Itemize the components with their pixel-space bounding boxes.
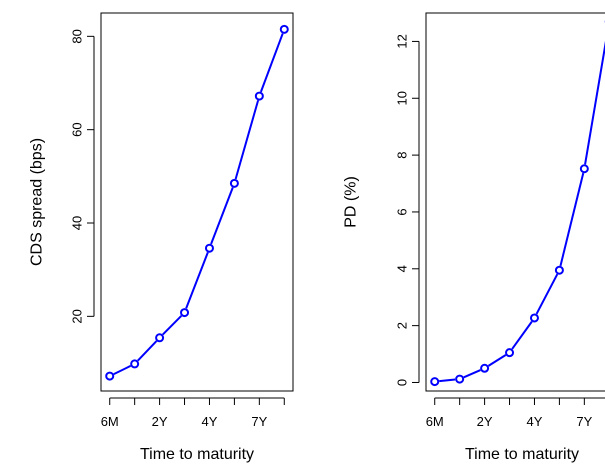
series-line-segment: [535, 273, 559, 315]
x-axis-title: Time to maturity: [140, 446, 254, 463]
x-tick-label: 4Y: [202, 414, 218, 429]
series-line-segment: [137, 340, 158, 362]
x-tick-label: 6M: [426, 414, 444, 429]
series-line-segment: [584, 40, 605, 165]
data-point: [204, 243, 214, 253]
data-point: [180, 308, 190, 318]
y-tick-label: 10: [395, 91, 410, 105]
x-axis-title: Time to maturity: [465, 446, 579, 463]
y-tick-label: 80: [70, 29, 85, 43]
data-point: [105, 371, 115, 381]
series-line-segment: [234, 100, 260, 180]
chart-panel-2: 0 2 4 6 8 10 12 6M 2Y 4Y 7Y Time to maturity PD (%): [343, 12, 605, 463]
series-line-segment: [185, 252, 209, 309]
data-point: [579, 164, 589, 174]
y-tick-label: 2: [395, 322, 410, 329]
x-tick-label: 4Y: [527, 414, 543, 429]
data-point: [254, 91, 264, 101]
series-line-segment: [210, 187, 234, 245]
series-line-segment: [559, 172, 585, 267]
data-point: [529, 313, 539, 323]
data-point: [480, 363, 490, 373]
series-line-segment: [162, 315, 183, 336]
plot-frame: [100, 12, 294, 392]
x-tick-label: 7Y: [576, 414, 592, 429]
x-tick-label: 2Y: [477, 414, 493, 429]
y-tick-label: 6: [395, 208, 410, 215]
plot-frame: [425, 12, 605, 392]
data-point: [229, 178, 239, 188]
data-point: [554, 265, 564, 275]
x-tick-label: 6M: [101, 414, 119, 429]
y-tick-label: 8: [395, 151, 410, 158]
series-line-segment: [113, 365, 132, 375]
y-tick-label: 40: [70, 216, 85, 230]
data-point: [130, 359, 140, 369]
y-tick-label: 0: [395, 379, 410, 386]
x-tick-label: 7Y: [251, 414, 267, 429]
data-point: [430, 377, 440, 387]
series-line-segment: [487, 354, 507, 367]
data-point: [155, 333, 165, 343]
chart-panel-1: 20 40 60 80 6M 2Y 4Y 7Y Time to maturity CDS spre…: [29, 12, 294, 463]
y-axis-title: CDS spread (bps): [29, 138, 46, 266]
y-tick-label: 20: [70, 309, 85, 323]
series-line-segment: [511, 321, 533, 350]
y-tick-label: 60: [70, 122, 85, 136]
y-axis-title: PD (%): [343, 176, 360, 228]
series-line-segment: [463, 369, 481, 379]
y-tick-label: 4: [395, 265, 410, 272]
y-tick-label: 12: [395, 34, 410, 48]
data-point: [505, 348, 515, 358]
series-line-segment: [259, 33, 284, 93]
series-line-segment: [439, 378, 456, 383]
x-tick-label: 2Y: [152, 414, 168, 429]
data-point: [279, 24, 289, 34]
data-point: [455, 374, 465, 384]
